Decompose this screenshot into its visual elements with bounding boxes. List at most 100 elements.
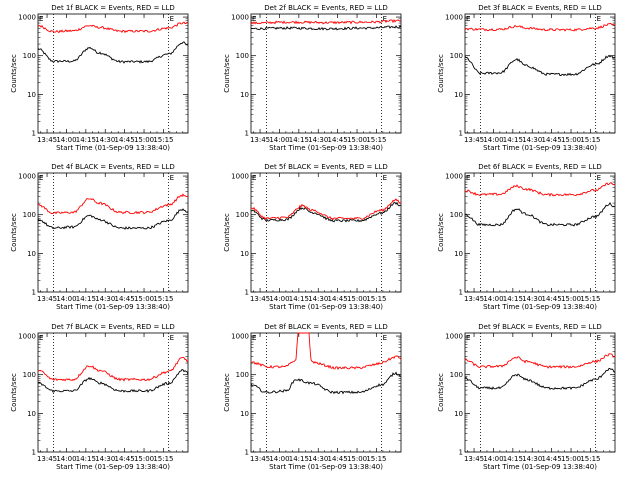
x-tick-label: 14:00 xyxy=(56,295,76,303)
event-marker-label: E xyxy=(170,15,174,23)
x-tick-label: 15:15 xyxy=(366,136,386,144)
x-tick-label: 15:15 xyxy=(580,455,600,463)
x-tick-label: 14:30 xyxy=(522,455,542,463)
series-lld-red xyxy=(464,182,616,197)
event-marker-label: E xyxy=(252,334,256,342)
series-lld-red xyxy=(37,193,189,215)
series-events-black xyxy=(464,201,615,227)
plot-frame xyxy=(37,13,189,134)
x-tick-label: 14:45 xyxy=(115,295,135,303)
event-marker-label: E xyxy=(252,15,256,23)
series-lld-red xyxy=(251,198,402,221)
panel-2: Det 2f BLACK = Events, RED = LLD E E 1 10 100… xyxy=(223,4,402,152)
panel-title: Det 7f BLACK = Events, RED = LLD xyxy=(51,323,174,331)
y-tick-label: 1 xyxy=(245,449,249,457)
panel-6: Det 6f BLACK = Events, RED = LLD E E 1 10 100… xyxy=(437,163,616,311)
plot-frame xyxy=(250,13,402,134)
y-axis-label: Counts/sec xyxy=(437,54,445,93)
y-tick-label: 1000 xyxy=(18,14,36,22)
series-events-black xyxy=(250,25,402,31)
event-marker-label: E xyxy=(170,174,174,182)
panel-title: Det 8f BLACK = Events, RED = LLD xyxy=(264,323,387,331)
x-tick-label: 14:00 xyxy=(269,455,289,463)
event-marker-label: E xyxy=(597,15,601,23)
x-axis-label: Start Time (01-Sep-09 13:38:40) xyxy=(269,303,383,311)
x-tick-label: 14:45 xyxy=(542,455,562,463)
panel-9: Det 9f BLACK = Events, RED = LLD E E 1 10 100… xyxy=(437,323,616,471)
series-lld-red xyxy=(250,18,402,25)
series-events-black xyxy=(464,54,616,77)
x-tick-label: 15:00 xyxy=(134,295,154,303)
event-marker-label: E xyxy=(466,15,470,23)
x-tick-label: 14:30 xyxy=(95,136,115,144)
series-events-black xyxy=(37,208,189,230)
x-tick-label: 14:45 xyxy=(328,136,348,144)
x-tick-label: 15:15 xyxy=(153,455,173,463)
y-axis-label: Counts/sec xyxy=(223,373,231,412)
panel-4: Det 4f BLACK = Events, RED = LLD E E 1 10 100… xyxy=(10,163,189,311)
x-tick-label: 13:45 xyxy=(250,455,270,463)
y-tick-label: 1000 xyxy=(231,173,249,181)
plot-frame xyxy=(464,172,616,293)
event-marker-label: E xyxy=(39,334,43,342)
panel-title: Det 6f BLACK = Events, RED = LLD xyxy=(478,163,601,171)
panel-title: Det 4f BLACK = Events, RED = LLD xyxy=(51,163,174,171)
panel-8: Det 8f BLACK = Events, RED = LLD E E 1 10 100… xyxy=(223,323,402,471)
x-tick-label: 14:15 xyxy=(289,136,309,144)
series-lld-red xyxy=(250,332,402,371)
y-tick-label: 10 xyxy=(454,250,463,258)
event-marker-label: E xyxy=(383,174,387,182)
x-tick-label: 14:00 xyxy=(56,455,76,463)
y-tick-label: 10 xyxy=(454,410,463,418)
event-marker-label: E xyxy=(597,174,601,182)
series-lld-red xyxy=(464,23,615,32)
event-marker-label: E xyxy=(466,174,470,182)
x-tick-label: 13:45 xyxy=(250,136,270,144)
x-tick-label: 14:00 xyxy=(56,136,76,144)
x-tick-label: 15:15 xyxy=(153,295,173,303)
x-tick-label: 14:30 xyxy=(95,295,115,303)
x-tick-label: 15:15 xyxy=(366,295,386,303)
plot-frame xyxy=(464,13,616,134)
y-axis-label: Counts/sec xyxy=(10,54,18,93)
x-tick-label: 14:15 xyxy=(76,295,96,303)
y-tick-label: 100 xyxy=(450,211,463,219)
plot-frame xyxy=(250,332,402,453)
y-axis-label: Counts/sec xyxy=(437,213,445,252)
panel-title: Det 5f BLACK = Events, RED = LLD xyxy=(264,163,387,171)
x-tick-label: 14:30 xyxy=(522,136,542,144)
y-tick-label: 1 xyxy=(459,130,463,138)
y-tick-label: 1000 xyxy=(18,173,36,181)
x-tick-label: 15:00 xyxy=(561,136,581,144)
series-lld-red xyxy=(37,357,189,382)
y-axis-label: Counts/sec xyxy=(437,373,445,412)
series-events-black xyxy=(250,371,401,395)
x-axis-label: Start Time (01-Sep-09 13:38:40) xyxy=(56,463,170,471)
y-tick-label: 10 xyxy=(27,250,36,258)
y-tick-label: 100 xyxy=(450,52,463,60)
event-marker-label: E xyxy=(383,334,387,342)
x-tick-label: 14:45 xyxy=(328,295,348,303)
x-tick-label: 14:30 xyxy=(95,455,115,463)
y-tick-label: 1000 xyxy=(231,333,249,341)
plot-frame xyxy=(250,172,402,293)
x-tick-label: 14:30 xyxy=(308,295,328,303)
x-tick-label: 13:45 xyxy=(37,295,57,303)
x-tick-label: 14:45 xyxy=(115,136,135,144)
x-tick-label: 14:00 xyxy=(483,455,503,463)
x-axis-label: Start Time (01-Sep-09 13:38:40) xyxy=(483,463,597,471)
x-tick-label: 14:30 xyxy=(308,455,328,463)
panel-title: Det 3f BLACK = Events, RED = LLD xyxy=(478,4,601,12)
y-tick-label: 1 xyxy=(245,289,249,297)
x-tick-label: 14:15 xyxy=(503,455,523,463)
x-tick-label: 15:00 xyxy=(347,136,367,144)
y-tick-label: 100 xyxy=(236,211,249,219)
y-tick-label: 10 xyxy=(240,250,249,258)
x-tick-label: 14:00 xyxy=(269,295,289,303)
y-tick-label: 10 xyxy=(240,91,249,99)
x-tick-label: 13:45 xyxy=(464,136,484,144)
y-tick-label: 1000 xyxy=(231,14,249,22)
x-tick-label: 14:00 xyxy=(483,136,503,144)
series-lld-red xyxy=(37,21,189,34)
